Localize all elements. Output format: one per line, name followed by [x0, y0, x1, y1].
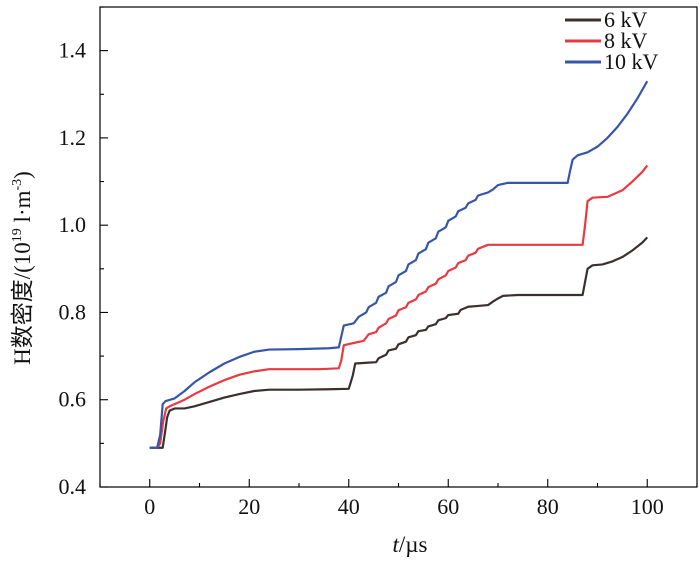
y-tick-label: 0.8 [59, 299, 87, 324]
legend-label: 8 kV [604, 28, 648, 53]
y-tick-label: 1.0 [59, 212, 87, 237]
x-tick-label: 100 [631, 494, 664, 519]
y-axis-title-exponent: 19 [10, 228, 25, 242]
legend-label: 6 kV [604, 7, 648, 32]
y-axis-title-unit: l·m [10, 190, 35, 228]
x-tick-label: 20 [238, 494, 260, 519]
y-tick-label: 0.4 [59, 474, 87, 499]
y-tick-label: 1.4 [59, 38, 87, 63]
x-axis-title: t/µs [393, 532, 428, 557]
series-line-8-kv [149, 164, 649, 449]
tick-labels: 0 20 40 60 80 100 0.4 0.6 0.8 1.0 1.2 1.4 [59, 38, 664, 519]
x-tick-label: 80 [537, 494, 559, 519]
y-axis-title-exponent-2: -3 [10, 179, 25, 191]
x-tick-label: 40 [338, 494, 360, 519]
series-lines [149, 80, 649, 449]
legend-label: 10 kV [604, 49, 659, 74]
tick-marks [99, 6, 698, 488]
y-axis-title-main: H数密度/(10 [10, 242, 35, 365]
axes [99, 6, 698, 488]
x-tick-label: 0 [144, 494, 155, 519]
y-axis-title: H数密度/(1019 l·m-3) [10, 171, 35, 365]
plot-frame [99, 6, 698, 488]
series-line-6-kv [149, 236, 649, 449]
x-axis-title-italic: t [393, 532, 400, 557]
x-axis-title-unit: /µs [399, 532, 428, 557]
x-tick-label: 60 [437, 494, 459, 519]
y-tick-label: 1.2 [59, 125, 87, 150]
series-line-10-kv [149, 80, 649, 449]
y-tick-label: 0.6 [59, 387, 87, 412]
y-axis-title-end: ) [10, 171, 35, 179]
